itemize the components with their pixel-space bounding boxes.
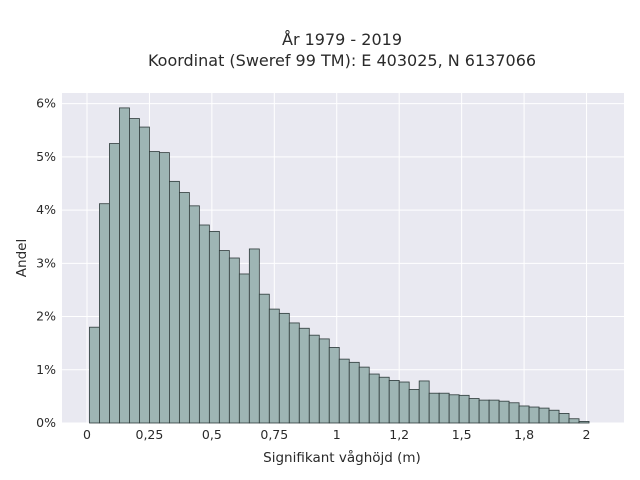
histogram-bar — [228, 257, 240, 424]
histogram-bar — [278, 312, 290, 424]
histogram-bar — [218, 250, 230, 424]
histogram-bar — [238, 273, 250, 424]
histogram-bar — [488, 399, 500, 424]
y-axis-ticks: 0% 1% 2% 3% 4% 5% 6% — [36, 96, 56, 430]
histogram-bar — [308, 334, 320, 424]
histogram-bar — [109, 143, 120, 424]
histogram-bar — [159, 152, 170, 424]
histogram-bar — [518, 405, 530, 424]
x-tick-label: 0,5 — [202, 427, 222, 442]
histogram-bar — [438, 392, 450, 424]
x-axis-label: Signifikant våghöjd (m) — [263, 449, 421, 466]
histogram-bar — [328, 347, 340, 424]
histogram-bar — [528, 406, 540, 424]
histogram-bar — [348, 361, 360, 424]
histogram-bar — [368, 373, 380, 424]
histogram-bar — [338, 358, 350, 424]
y-tick-label: 0% — [36, 415, 56, 430]
histogram-bar — [288, 322, 300, 424]
histogram-bar — [378, 376, 390, 424]
histogram-bar — [119, 107, 130, 424]
histogram-bar — [578, 421, 590, 424]
x-tick-label: 1,5 — [452, 427, 472, 442]
histogram-bar — [548, 409, 560, 424]
y-tick-label: 2% — [36, 309, 56, 324]
x-tick-label: 0,25 — [136, 427, 164, 442]
histogram-bar — [418, 380, 430, 424]
y-tick-label: 3% — [36, 255, 56, 270]
histogram-bar — [508, 402, 520, 424]
x-tick-label: 1 — [333, 427, 341, 442]
histogram-bar — [498, 400, 510, 424]
bars — [89, 107, 590, 424]
y-axis-label: Andel — [14, 239, 30, 277]
histogram-bar — [248, 248, 260, 424]
x-tick-label: 2 — [583, 427, 591, 442]
histogram-bar — [538, 407, 550, 424]
histogram-bar — [169, 180, 180, 424]
histogram-bar — [428, 392, 440, 424]
histogram-bar — [208, 230, 220, 424]
histogram-bar — [318, 338, 330, 424]
y-tick-label: 5% — [36, 149, 56, 164]
histogram-bar — [198, 224, 210, 424]
y-tick-label: 6% — [36, 96, 56, 111]
histogram-bar — [258, 293, 270, 424]
histogram-bar — [558, 413, 570, 424]
chart-title-line2: Koordinat (Sweref 99 TM): E 403025, N 61… — [148, 51, 536, 70]
histogram-bar — [139, 126, 150, 424]
histogram-bar — [398, 381, 410, 424]
histogram-bar — [478, 399, 490, 424]
x-tick-label: 1,8 — [514, 427, 534, 442]
chart-title-line1: År 1979 - 2019 — [282, 30, 402, 49]
histogram-bar — [188, 205, 200, 424]
histogram-bar — [388, 380, 400, 424]
y-tick-label: 1% — [36, 362, 56, 377]
x-tick-label: 1,2 — [389, 427, 409, 442]
histogram-bar — [178, 192, 190, 424]
x-tick-label: 0,75 — [260, 427, 288, 442]
histogram-bar — [298, 327, 310, 424]
histogram-bar — [408, 389, 420, 424]
histogram-bar — [268, 308, 280, 424]
x-axis-ticks: 0 0,25 0,5 0,75 1 1,2 1,5 1,8 2 — [83, 427, 591, 442]
histogram-bar — [448, 394, 460, 424]
histogram-bar — [89, 326, 100, 424]
histogram-bar — [468, 398, 480, 424]
histogram-bar — [458, 394, 470, 424]
x-tick-label: 0 — [83, 427, 91, 442]
histogram-bar — [149, 151, 160, 424]
histogram-bar — [129, 118, 140, 424]
histogram-bar — [358, 366, 370, 424]
y-tick-label: 4% — [36, 202, 56, 217]
histogram-bar — [99, 203, 110, 424]
histogram-bar — [568, 418, 580, 424]
